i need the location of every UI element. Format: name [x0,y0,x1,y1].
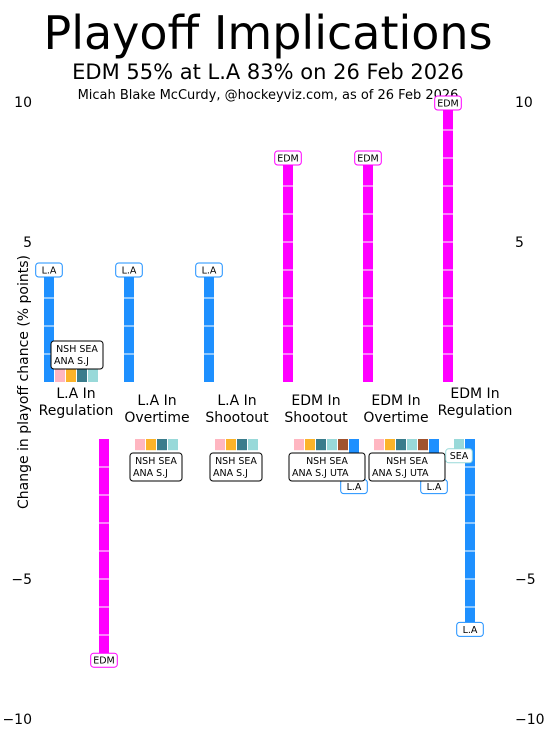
bar-label-la: L.A [42,265,57,276]
chart-credit: Micah Blake McCurdy, @hockeyviz.com, as … [78,88,459,103]
bar-label-la: L.A [463,625,478,636]
bar-uta [418,439,428,451]
bar-nsh [294,439,304,451]
group-label-box [288,452,366,482]
category-label: Shootout [284,410,348,426]
bar-nsh [374,439,384,451]
bar-label-edm: EDM [93,656,115,667]
bar-sea [407,439,417,451]
bar-sj [77,368,87,382]
bar-ana [385,439,395,451]
bar-edm [99,439,109,661]
category-label: Overtime [363,410,428,426]
category-label: L.A In [137,393,176,409]
bar-sea [248,439,258,451]
group-label-line: NSH SEA [56,344,98,355]
bar-ana [226,439,236,451]
bar-label-la: L.A [347,482,362,493]
category-label: Overtime [124,410,189,426]
group-label-line: ANA S.J [54,356,89,367]
category-label: EDM In [371,393,420,409]
group-label-box [50,340,104,370]
group-label-line: ANA S.J UTA [292,468,349,479]
bar-sea [327,439,337,451]
group-label-line: NSH SEA [215,456,257,467]
bar-label-la-box [35,262,63,278]
bar-label-sea: SEA [450,451,469,462]
bar-label-edm-box [90,652,118,668]
bar-sj [157,439,167,451]
group-label-line: ANA S.J UTA [372,468,429,479]
bar-label-la: L.A [202,265,217,276]
category-label: L.A In [56,386,95,402]
group-label-line: NSH SEA [306,456,348,467]
bar-label-sea-box [445,448,473,464]
bar-ana [146,439,156,451]
bar-label-edm: EDM [437,98,459,109]
y-tick-left: 5 [23,235,32,251]
bar-label-edm-box [434,95,462,111]
bar-nsh [135,439,145,451]
group-label-line: NSH SEA [135,456,177,467]
group-label-box [368,452,446,482]
bar-nsh [215,439,225,451]
bar-sj [396,439,406,451]
y-tick-right: −5 [515,572,536,588]
category-label: EDM In [450,386,499,402]
bar-nsh [55,368,65,382]
category-label: EDM In [291,393,340,409]
bar-label-edm: EDM [357,153,379,164]
bar-sea [168,439,178,451]
chart-title: Playoff Implications [43,6,492,60]
bar-label-la: L.A [122,265,137,276]
bar-sj [316,439,326,451]
category-label: Regulation [39,403,114,419]
y-tick-left: 10 [14,95,32,111]
y-tick-right: 10 [515,95,533,111]
bar-sea [454,439,464,456]
group-label-line: ANA S.J [213,468,248,479]
bar-uta [338,439,348,451]
bar-ana [66,368,76,382]
y-tick-right: 5 [515,235,524,251]
bar-label-la-box [195,262,223,278]
bar-label-la: L.A [427,482,442,493]
bar-ana [305,439,315,451]
bar-label-edm-box [274,150,302,166]
y-tick-right: −10 [515,712,545,728]
group-label-box [209,452,263,482]
category-label: Shootout [205,410,269,426]
bar-sj [237,439,247,451]
bar-label-edm: EDM [277,153,299,164]
bars-layer [44,101,475,661]
group-label-box [129,452,183,482]
y-tick-left: −10 [2,712,32,728]
group-label-line: NSH SEA [386,456,428,467]
bar-label-edm-box [354,150,382,166]
y-axis-ticks: −10 −10 −5 −5 5 5 10 10 [2,95,544,728]
category-label: L.A In [217,393,256,409]
group-label-line: ANA S.J [133,468,168,479]
bar-label-la-box [115,262,143,278]
bar-sea [88,368,98,382]
bar-la [465,439,475,630]
y-tick-left: −5 [11,572,32,588]
bar-label-la-box [456,621,484,637]
category-label: Regulation [438,403,513,419]
chart-subtitle: EDM 55% at L.A 83% on 26 Feb 2026 [72,60,464,84]
y-axis-label: Change in playoff chance (% points) [16,255,32,509]
